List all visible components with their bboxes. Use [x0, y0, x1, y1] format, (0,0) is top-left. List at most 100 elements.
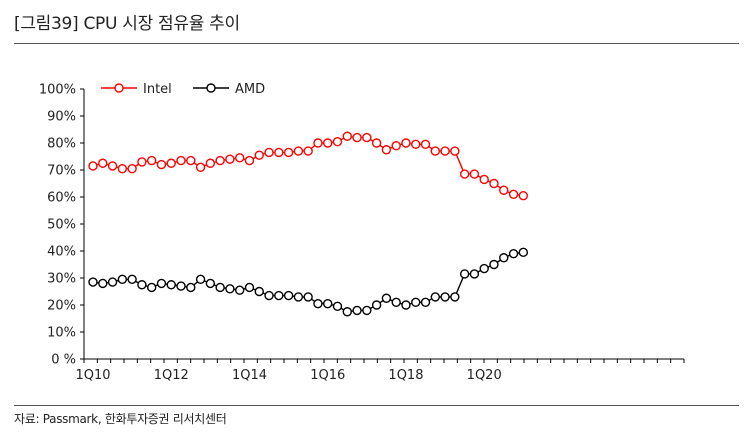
intel-data-point	[195, 162, 206, 173]
amd-data-point	[391, 297, 401, 307]
y-tick-label: 0 %	[51, 353, 76, 368]
intel-legend-marker	[114, 83, 124, 93]
intel-data-point	[440, 146, 450, 156]
amd-data-point	[450, 292, 460, 302]
x-tick-label: 1Q16	[310, 368, 345, 383]
intel-data-point	[88, 161, 98, 171]
amd-data-point	[420, 297, 431, 307]
y-tick-label: 10%	[47, 326, 76, 341]
y-tick-label: 70%	[47, 164, 76, 179]
amd-data-point	[244, 282, 255, 293]
amd-data-point	[195, 274, 206, 285]
intel-data-point	[283, 147, 294, 158]
amd-data-point	[352, 305, 362, 316]
y-tick-label: 20%	[47, 299, 76, 314]
amd-data-point	[479, 263, 489, 274]
amd-legend-label: AMD	[235, 82, 265, 97]
amd-data-point	[508, 248, 519, 259]
intel-data-point	[107, 161, 118, 171]
intel-data-point	[411, 139, 421, 150]
amd-data-point	[156, 278, 167, 289]
amd-data-point	[137, 280, 147, 290]
amd-data-point	[117, 274, 128, 285]
amd-data-point	[430, 292, 440, 302]
intel-data-point	[459, 169, 470, 179]
intel-data-point	[274, 147, 284, 158]
intel-data-point	[420, 139, 431, 150]
amd-data-point	[489, 259, 499, 270]
y-tick-label: 90%	[47, 110, 76, 125]
y-tick-label: 100%	[39, 83, 76, 98]
x-tick-label: 1Q20	[467, 368, 502, 383]
amd-data-point	[107, 277, 118, 287]
amd-data-point	[283, 290, 294, 301]
intel-data-point	[323, 138, 333, 148]
amd-data-point	[264, 290, 274, 301]
amd-data-point	[499, 253, 509, 263]
intel-data-point	[234, 153, 245, 163]
intel-data-point	[362, 132, 372, 143]
amd-data-point	[303, 292, 313, 302]
intel-data-point	[176, 155, 186, 166]
intel-data-point	[205, 158, 216, 168]
intel-data-point	[156, 159, 167, 170]
intel-data-point	[127, 163, 137, 174]
amd-data-point	[215, 282, 225, 293]
y-tick-label: 40%	[47, 245, 76, 260]
intel-data-point	[244, 155, 255, 166]
amd-data-point	[225, 284, 235, 294]
intel-data-point	[450, 146, 460, 156]
intel-data-point	[499, 185, 509, 195]
amd-data-point	[440, 292, 450, 302]
amd-data-point	[342, 307, 352, 317]
x-tick-label: 1Q14	[232, 368, 267, 383]
amd-data-point	[401, 300, 411, 310]
intel-data-point	[293, 146, 304, 156]
amd-data-point	[88, 277, 98, 287]
intel-data-point	[137, 157, 147, 167]
source-note: 자료: Passmark, 한화투자증권 리서치센터	[14, 412, 227, 426]
intel-data-point	[391, 140, 401, 151]
amd-data-point	[469, 269, 480, 279]
amd-data-point	[146, 282, 157, 293]
intel-data-point	[371, 138, 382, 148]
amd-data-point	[293, 292, 304, 302]
intel-data-point	[381, 145, 392, 155]
amd-data-point	[186, 282, 196, 293]
intel-data-point	[342, 131, 352, 141]
intel-data-point	[254, 150, 264, 160]
amd-data-point	[518, 247, 529, 258]
x-tick-label: 1Q12	[154, 368, 189, 383]
amd-data-point	[127, 274, 137, 285]
x-tick-label: 1Q10	[75, 368, 110, 383]
intel-data-point	[264, 147, 274, 158]
intel-data-point	[352, 132, 362, 143]
intel-data-point	[146, 155, 157, 166]
intel-data-point	[186, 155, 196, 166]
y-tick-label: 80%	[47, 137, 76, 152]
figure-title: [그림39] CPU 시장 점유율 추이	[14, 14, 240, 34]
amd-data-point	[323, 298, 333, 309]
amd-data-point	[98, 278, 108, 289]
intel-data-point	[166, 158, 176, 168]
x-tick-label: 1Q18	[388, 368, 423, 383]
intel-data-point	[489, 178, 499, 189]
amd-data-point	[274, 290, 284, 301]
intel-data-point	[430, 146, 440, 156]
amd-data-point	[176, 281, 186, 291]
intel-data-point	[98, 158, 108, 168]
intel-legend-label: Intel	[143, 82, 172, 97]
intel-data-point	[303, 146, 313, 156]
amd-data-point	[234, 285, 245, 295]
top-divider	[14, 43, 739, 44]
amd-data-point	[371, 300, 382, 310]
intel-data-point	[117, 163, 128, 174]
amd-data-point	[205, 278, 216, 289]
y-tick-label: 60%	[47, 191, 76, 206]
intel-data-point	[313, 138, 323, 148]
amd-data-point	[166, 280, 176, 290]
amd-data-point	[381, 293, 392, 303]
intel-data-point	[225, 154, 235, 164]
intel-data-point	[332, 136, 343, 147]
